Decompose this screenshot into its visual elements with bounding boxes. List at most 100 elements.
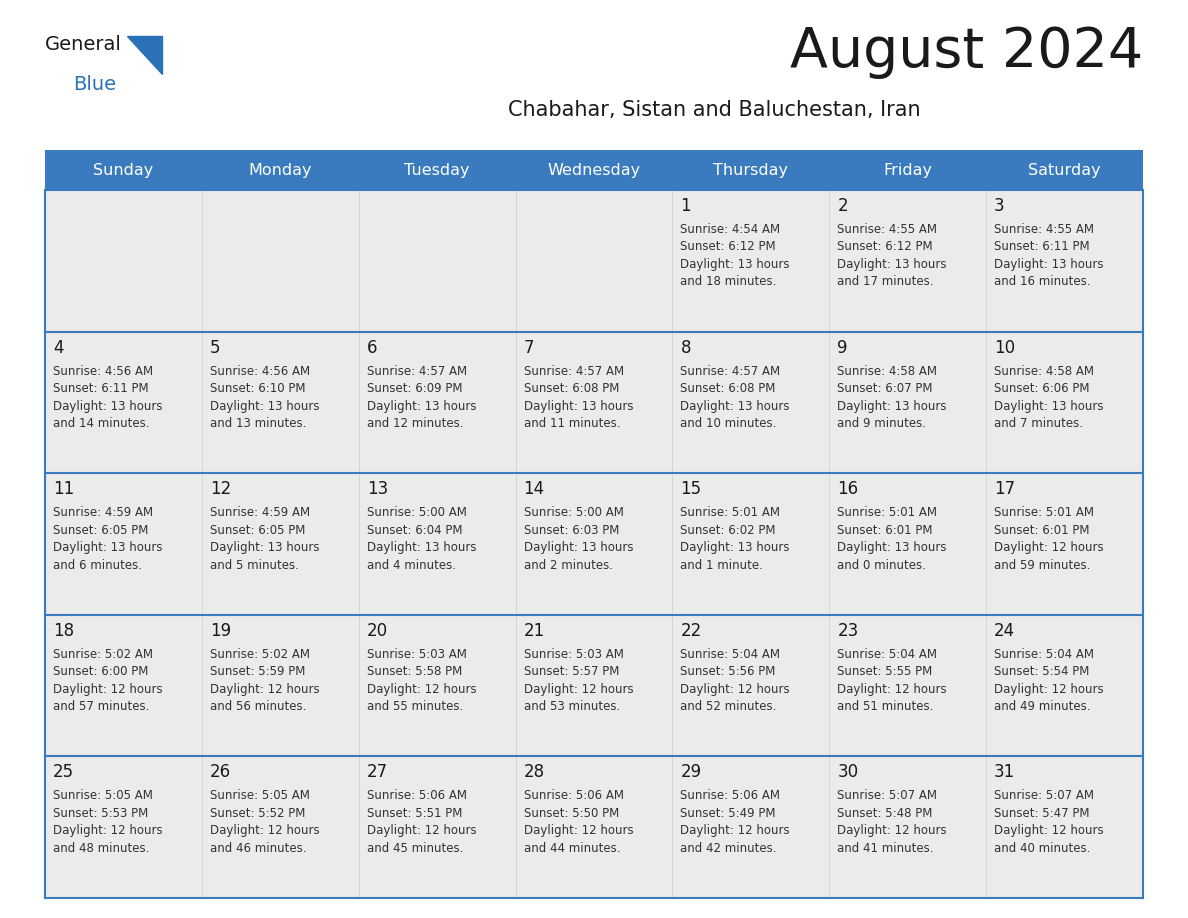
Text: 20: 20	[367, 621, 387, 640]
Text: Daylight: 13 hours: Daylight: 13 hours	[210, 542, 320, 554]
Text: Sunrise: 5:01 AM: Sunrise: 5:01 AM	[838, 506, 937, 520]
Text: Daylight: 13 hours: Daylight: 13 hours	[53, 399, 163, 412]
Text: and 17 minutes.: and 17 minutes.	[838, 275, 934, 288]
Text: 23: 23	[838, 621, 859, 640]
Bar	[45, 331, 202, 473]
Bar	[672, 331, 829, 473]
Text: 7: 7	[524, 339, 535, 356]
Text: Sunset: 6:03 PM: Sunset: 6:03 PM	[524, 523, 619, 537]
Bar	[672, 615, 829, 756]
Bar	[516, 615, 672, 756]
Bar	[672, 756, 829, 898]
Text: Daylight: 12 hours: Daylight: 12 hours	[838, 824, 947, 837]
Bar	[516, 331, 672, 473]
Bar	[829, 473, 986, 615]
Text: and 51 minutes.: and 51 minutes.	[838, 700, 934, 713]
Text: Sunrise: 5:03 AM: Sunrise: 5:03 AM	[367, 648, 467, 661]
Text: Daylight: 12 hours: Daylight: 12 hours	[994, 683, 1104, 696]
Text: Daylight: 12 hours: Daylight: 12 hours	[838, 683, 947, 696]
Text: Daylight: 12 hours: Daylight: 12 hours	[524, 683, 633, 696]
Text: Sunrise: 5:06 AM: Sunrise: 5:06 AM	[524, 789, 624, 802]
Text: Daylight: 13 hours: Daylight: 13 hours	[53, 542, 163, 554]
Text: 14: 14	[524, 480, 544, 498]
Text: Sunrise: 5:07 AM: Sunrise: 5:07 AM	[994, 789, 1094, 802]
Bar	[202, 615, 359, 756]
Bar	[359, 615, 516, 756]
Text: 31: 31	[994, 764, 1016, 781]
Text: and 11 minutes.: and 11 minutes.	[524, 417, 620, 431]
Text: Sunrise: 5:02 AM: Sunrise: 5:02 AM	[53, 648, 153, 661]
Text: 25: 25	[53, 764, 74, 781]
Text: Daylight: 13 hours: Daylight: 13 hours	[838, 399, 947, 412]
Text: Sunrise: 5:01 AM: Sunrise: 5:01 AM	[994, 506, 1094, 520]
Text: 13: 13	[367, 480, 388, 498]
Text: Sunrise: 5:06 AM: Sunrise: 5:06 AM	[367, 789, 467, 802]
Text: 10: 10	[994, 339, 1016, 356]
Text: Sunset: 6:04 PM: Sunset: 6:04 PM	[367, 523, 462, 537]
Bar	[829, 331, 986, 473]
Text: Sunrise: 5:05 AM: Sunrise: 5:05 AM	[210, 789, 310, 802]
Text: 17: 17	[994, 480, 1016, 498]
Text: and 7 minutes.: and 7 minutes.	[994, 417, 1083, 431]
Bar	[516, 756, 672, 898]
Text: Sunrise: 4:55 AM: Sunrise: 4:55 AM	[838, 223, 937, 236]
Bar	[359, 473, 516, 615]
Text: Daylight: 13 hours: Daylight: 13 hours	[524, 399, 633, 412]
Text: 24: 24	[994, 621, 1016, 640]
Text: Monday: Monday	[248, 162, 312, 177]
Text: Sunrise: 5:04 AM: Sunrise: 5:04 AM	[681, 648, 781, 661]
Bar	[986, 473, 1143, 615]
Text: 1: 1	[681, 197, 691, 215]
Text: Thursday: Thursday	[713, 162, 789, 177]
Text: Daylight: 12 hours: Daylight: 12 hours	[210, 683, 320, 696]
Text: 22: 22	[681, 621, 702, 640]
Bar	[672, 473, 829, 615]
Text: Sunset: 5:51 PM: Sunset: 5:51 PM	[367, 807, 462, 820]
Text: 19: 19	[210, 621, 230, 640]
Text: Sunrise: 4:59 AM: Sunrise: 4:59 AM	[210, 506, 310, 520]
Text: Sunset: 5:56 PM: Sunset: 5:56 PM	[681, 666, 776, 678]
Text: Sunrise: 5:00 AM: Sunrise: 5:00 AM	[367, 506, 467, 520]
Text: Sunrise: 4:56 AM: Sunrise: 4:56 AM	[53, 364, 153, 377]
Text: Sunrise: 5:05 AM: Sunrise: 5:05 AM	[53, 789, 153, 802]
Text: and 5 minutes.: and 5 minutes.	[210, 559, 298, 572]
Text: and 45 minutes.: and 45 minutes.	[367, 842, 463, 855]
Text: and 57 minutes.: and 57 minutes.	[53, 700, 150, 713]
Bar	[202, 756, 359, 898]
Text: and 0 minutes.: and 0 minutes.	[838, 559, 927, 572]
Bar	[829, 615, 986, 756]
Text: and 53 minutes.: and 53 minutes.	[524, 700, 620, 713]
Text: Sunset: 6:09 PM: Sunset: 6:09 PM	[367, 382, 462, 395]
Text: Blue: Blue	[72, 75, 116, 94]
Text: and 13 minutes.: and 13 minutes.	[210, 417, 307, 431]
Text: Daylight: 12 hours: Daylight: 12 hours	[524, 824, 633, 837]
Text: 8: 8	[681, 339, 691, 356]
Text: and 49 minutes.: and 49 minutes.	[994, 700, 1091, 713]
Text: Daylight: 12 hours: Daylight: 12 hours	[367, 824, 476, 837]
Text: Chabahar, Sistan and Baluchestan, Iran: Chabahar, Sistan and Baluchestan, Iran	[507, 100, 921, 120]
Text: Daylight: 13 hours: Daylight: 13 hours	[838, 542, 947, 554]
Text: Sunrise: 4:59 AM: Sunrise: 4:59 AM	[53, 506, 153, 520]
Text: Sunset: 6:08 PM: Sunset: 6:08 PM	[524, 382, 619, 395]
Text: and 2 minutes.: and 2 minutes.	[524, 559, 613, 572]
Text: Daylight: 13 hours: Daylight: 13 hours	[367, 399, 476, 412]
Bar	[45, 615, 202, 756]
Bar	[986, 331, 1143, 473]
Text: and 52 minutes.: and 52 minutes.	[681, 700, 777, 713]
Text: Sunset: 5:53 PM: Sunset: 5:53 PM	[53, 807, 148, 820]
Text: Sunset: 5:57 PM: Sunset: 5:57 PM	[524, 666, 619, 678]
Text: Sunset: 5:55 PM: Sunset: 5:55 PM	[838, 666, 933, 678]
Text: 4: 4	[53, 339, 63, 356]
Text: and 12 minutes.: and 12 minutes.	[367, 417, 463, 431]
Bar	[45, 150, 1143, 190]
Text: Sunrise: 4:57 AM: Sunrise: 4:57 AM	[367, 364, 467, 377]
Text: Wednesday: Wednesday	[548, 162, 640, 177]
Text: 11: 11	[53, 480, 74, 498]
Text: Sunrise: 4:57 AM: Sunrise: 4:57 AM	[681, 364, 781, 377]
Text: Daylight: 12 hours: Daylight: 12 hours	[53, 683, 163, 696]
Text: Sunset: 6:01 PM: Sunset: 6:01 PM	[838, 523, 933, 537]
Text: Sunday: Sunday	[94, 162, 153, 177]
Polygon shape	[127, 36, 162, 74]
Bar	[202, 473, 359, 615]
Text: Sunrise: 4:58 AM: Sunrise: 4:58 AM	[838, 364, 937, 377]
